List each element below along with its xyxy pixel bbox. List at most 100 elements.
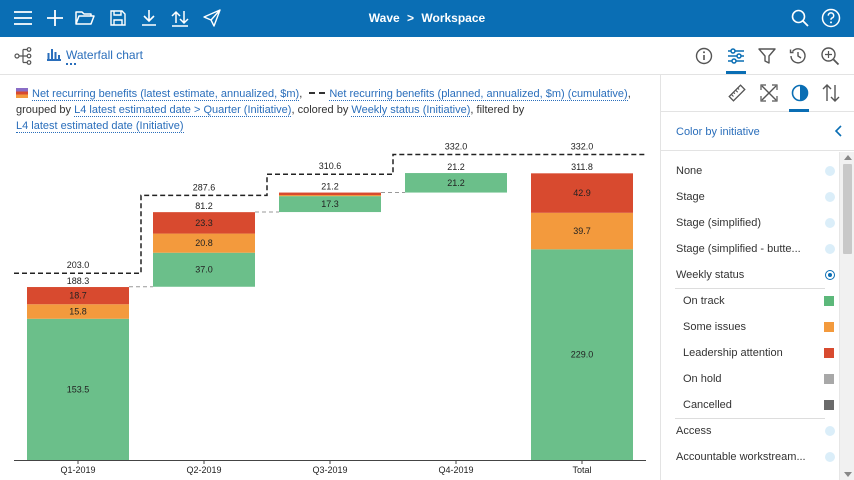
color-swatch[interactable] xyxy=(824,374,834,384)
sub-header: Waterfall chart xyxy=(0,37,854,75)
filter-settings-icon[interactable] xyxy=(724,44,748,68)
segment-label: 18.7 xyxy=(69,291,87,301)
color-option-label: Some issues xyxy=(683,321,746,333)
color-swatch[interactable] xyxy=(824,400,834,410)
series-planned-link[interactable]: Net recurring benefits (planned, annuali… xyxy=(329,88,628,101)
bar-segment xyxy=(279,196,381,213)
help-icon[interactable] xyxy=(819,6,843,30)
cross-arrows-icon[interactable] xyxy=(757,81,781,105)
color-option-accountable-workstream[interactable]: Accountable workstream... xyxy=(661,444,839,470)
color-option-stage[interactable]: Stage xyxy=(661,184,839,210)
chart-type-selector[interactable]: Waterfall chart xyxy=(46,47,143,65)
bar-segment xyxy=(153,212,255,234)
color-option-label: Stage (simplified - butte... xyxy=(676,243,801,255)
segment-label: 20.8 xyxy=(195,238,213,248)
bar-total-label: 21.2 xyxy=(321,182,339,192)
title-separator: > xyxy=(407,11,415,25)
chevron-left-icon[interactable] xyxy=(829,121,849,141)
color-swatch[interactable] xyxy=(824,348,834,358)
planned-value-label: 287.6 xyxy=(193,182,216,192)
status-group-divider xyxy=(675,288,825,289)
info-icon[interactable] xyxy=(692,44,716,68)
scroll-down-icon[interactable] xyxy=(844,472,852,477)
add-icon[interactable] xyxy=(43,6,67,30)
history-icon[interactable] xyxy=(786,44,810,68)
color-option-stage-simplified-butte[interactable]: Stage (simplified - butte... xyxy=(661,236,839,262)
color-option-label: Weekly status xyxy=(676,269,745,281)
send-icon[interactable] xyxy=(200,6,224,30)
planned-value-label: 332.0 xyxy=(445,142,468,152)
color-option-on-track[interactable]: On track xyxy=(661,288,839,314)
color-option-label: Leadership attention xyxy=(683,347,783,359)
color-option-cancelled[interactable]: Cancelled xyxy=(661,392,839,418)
title-workspace: Workspace xyxy=(421,11,486,25)
radio-selected-icon[interactable] xyxy=(825,270,835,280)
x-tick-label: Q2-2019 xyxy=(186,465,221,475)
color-option-stage-simplified[interactable]: Stage (simplified) xyxy=(661,210,839,236)
color-option-access[interactable]: Access xyxy=(661,418,839,444)
grouped-by-text: grouped by xyxy=(16,104,75,116)
desc-sep-2: , xyxy=(627,88,631,100)
search-icon[interactable] xyxy=(788,6,812,30)
planned-cumulative-line xyxy=(14,153,646,274)
hierarchy-icon[interactable] xyxy=(12,44,36,68)
planned-value-label: 310.6 xyxy=(319,161,342,171)
bar-segment xyxy=(531,173,633,213)
stacked-legend-swatch xyxy=(16,88,28,98)
color-option-label: Access xyxy=(676,425,712,437)
color-swatch[interactable] xyxy=(824,322,834,332)
radio-icon[interactable] xyxy=(825,244,835,254)
top-bar: Wave > Workspace xyxy=(0,0,854,37)
segment-label: 42.9 xyxy=(573,188,591,198)
bar-total-label: 21.2 xyxy=(447,162,465,172)
colored-by-link[interactable]: Weekly status (Initiative) xyxy=(351,104,471,117)
colored-by-text: , colored by xyxy=(291,104,352,116)
scroll-thumb[interactable] xyxy=(843,164,852,254)
bar-segment xyxy=(153,252,255,287)
filtered-by-link[interactable]: L4 latest estimated date (Initiative) xyxy=(16,120,184,133)
color-option-weekly-status[interactable]: Weekly status xyxy=(661,262,839,288)
color-option-some-issues[interactable]: Some issues xyxy=(661,314,839,340)
color-option-label: On track xyxy=(683,295,725,307)
segment-label: 21.2 xyxy=(447,178,465,188)
segment-label: 229.0 xyxy=(571,350,594,360)
ruler-icon[interactable] xyxy=(725,81,749,105)
x-tick-label: Q3-2019 xyxy=(312,465,347,475)
x-tick-label: Total xyxy=(572,465,591,475)
segment-label: 23.3 xyxy=(195,218,213,228)
series-latest-estimate-link[interactable]: Net recurring benefits (latest estimate,… xyxy=(32,88,300,101)
waterfall-chart: 153.5 15.8 18.7 188.3 Q1-2019 37.0 20.8 23.3 81.… xyxy=(14,142,646,475)
bar-total-label: 188.3 xyxy=(67,276,90,286)
scroll-up-icon[interactable] xyxy=(844,155,852,160)
sort-icon[interactable] xyxy=(819,81,843,105)
filter-icon[interactable] xyxy=(755,44,779,68)
bar-chart-icon xyxy=(47,49,61,61)
active-tab-indicator xyxy=(726,71,746,74)
folder-open-icon[interactable] xyxy=(73,6,97,30)
radio-icon[interactable] xyxy=(825,166,835,176)
segment-label: 37.0 xyxy=(195,265,213,275)
color-option-none[interactable]: None xyxy=(661,158,839,184)
panel-scrollbar[interactable] xyxy=(839,152,854,480)
chart-type-label: Waterfall chart xyxy=(66,48,143,62)
color-option-leadership-attention[interactable]: Leadership attention xyxy=(661,340,839,366)
save-icon[interactable] xyxy=(106,6,130,30)
radio-icon[interactable] xyxy=(825,426,835,436)
upload-icon[interactable] xyxy=(168,6,192,30)
grouped-by-link[interactable]: L4 latest estimated date > Quarter (Init… xyxy=(74,104,292,117)
bar-segment xyxy=(405,173,507,193)
color-swatch[interactable] xyxy=(824,296,834,306)
color-option-label: On hold xyxy=(683,373,722,385)
color-option-on-hold[interactable]: On hold xyxy=(661,366,839,392)
zoom-icon[interactable] xyxy=(818,44,842,68)
color-contrast-icon[interactable] xyxy=(788,81,812,105)
radio-icon[interactable] xyxy=(825,192,835,202)
menu-icon[interactable] xyxy=(11,6,35,30)
radio-icon[interactable] xyxy=(825,218,835,228)
radio-icon[interactable] xyxy=(825,452,835,462)
color-option-label: Cancelled xyxy=(683,399,732,411)
bar-segment xyxy=(27,304,129,319)
desc-sep-1: , xyxy=(299,88,306,100)
download-icon[interactable] xyxy=(137,6,161,30)
segment-label: 153.5 xyxy=(67,384,90,394)
